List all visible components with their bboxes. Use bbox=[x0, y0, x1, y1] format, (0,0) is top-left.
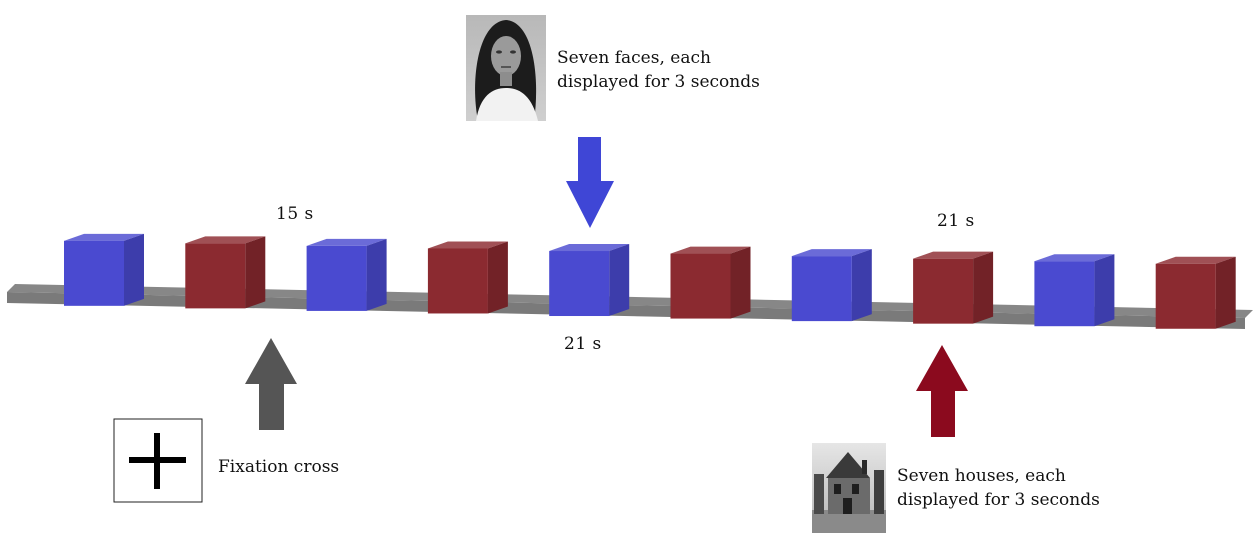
face-block-1 bbox=[64, 241, 124, 306]
face-block-9-side bbox=[1094, 254, 1114, 326]
rest-duration-label: 15 s bbox=[276, 204, 314, 224]
face-photo bbox=[466, 15, 546, 121]
house-block-4-side bbox=[488, 241, 508, 313]
faces-caption-line1: Seven faces, each bbox=[557, 46, 760, 70]
house-block-6-side bbox=[731, 247, 751, 319]
house-block-2 bbox=[185, 243, 245, 308]
houses-arrow bbox=[916, 345, 968, 437]
house-block-8-side bbox=[973, 252, 993, 324]
house-block-4 bbox=[428, 248, 488, 313]
faces-caption: Seven faces, each displayed for 3 second… bbox=[557, 46, 760, 94]
house-photo bbox=[812, 443, 886, 533]
house-block-10 bbox=[1156, 264, 1216, 329]
fixation-cross-box bbox=[114, 419, 202, 502]
faces-caption-line2: displayed for 3 seconds bbox=[557, 70, 760, 94]
houses-caption-line1: Seven houses, each bbox=[897, 464, 1100, 488]
faces-arrow bbox=[566, 137, 614, 228]
house-block-2-side bbox=[245, 236, 265, 308]
face-block-duration-label: 21 s bbox=[564, 334, 602, 354]
face-block-1-side bbox=[124, 234, 144, 306]
face-block-7-side bbox=[852, 249, 872, 321]
face-block-5 bbox=[549, 251, 609, 316]
face-block-3-side bbox=[367, 239, 387, 311]
face-block-3 bbox=[307, 246, 367, 311]
houses-caption-line2: displayed for 3 seconds bbox=[897, 488, 1100, 512]
house-block-10-side bbox=[1216, 257, 1236, 329]
face-block-7 bbox=[792, 256, 852, 321]
fixation-caption: Fixation cross bbox=[218, 455, 339, 479]
houses-caption: Seven houses, each displayed for 3 secon… bbox=[897, 464, 1100, 512]
house-block-6 bbox=[671, 254, 731, 319]
fixation-arrow bbox=[245, 338, 297, 430]
house-block-duration-label: 21 s bbox=[937, 211, 975, 231]
face-block-5-side bbox=[609, 244, 629, 316]
face-block-9 bbox=[1034, 261, 1094, 326]
timeline bbox=[7, 234, 1253, 329]
house-block-8 bbox=[913, 259, 973, 324]
